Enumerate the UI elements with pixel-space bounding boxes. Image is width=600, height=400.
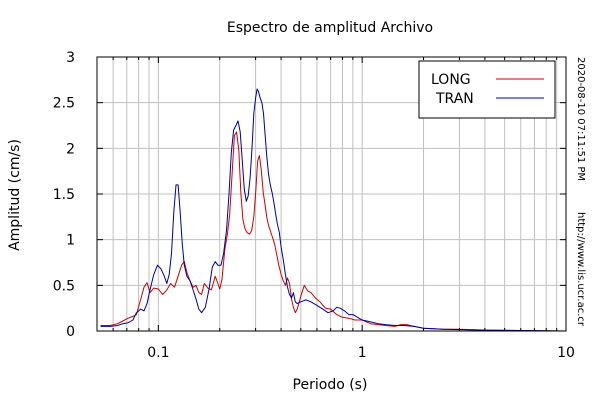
- chart-title: Espectro de amplitud Archivo: [227, 20, 433, 36]
- y-tick-label: 1: [66, 233, 75, 249]
- y-tick-label: 2.5: [53, 96, 75, 112]
- series-line-tran: [100, 88, 567, 332]
- series-line-long: [100, 131, 567, 332]
- timestamp-label: 2020-08-10 07:11:51 PM: [575, 57, 586, 181]
- source-url-label: http://www.lis.ucr.ac.cr: [575, 212, 586, 327]
- x-tick-label: 0.1: [147, 345, 169, 361]
- x-tick-label: 1: [358, 345, 367, 361]
- legend: LONG TRAN: [418, 60, 556, 119]
- y-tick-label: 3: [66, 50, 75, 66]
- x-axis-label: Periodo (s): [293, 377, 368, 393]
- y-tick-label: 0.5: [53, 278, 75, 294]
- legend-box: [418, 60, 556, 119]
- y-tick-label: 1.5: [53, 187, 75, 203]
- legend-label-long: LONG: [431, 72, 471, 88]
- legend-label-tran: TRAN: [435, 91, 474, 107]
- y-tick-label: 2: [66, 141, 75, 157]
- y-tick-label: 0: [66, 324, 75, 340]
- series-lines: [100, 88, 567, 332]
- axis-ticks: 0 0.5 1 1.5 2 2.5 3 0.1 1 10: [53, 50, 575, 361]
- x-tick-label: 10: [557, 345, 575, 361]
- y-axis-label: Amplitud (cm/s): [7, 139, 23, 251]
